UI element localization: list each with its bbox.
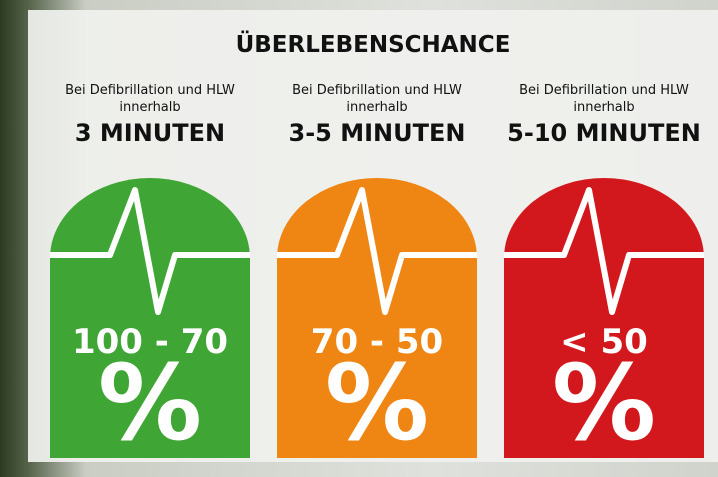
- title: ÜBERLEBENSCHANCE: [28, 32, 718, 58]
- subtitle: Bei Defibrillation und HLW innerhalb: [499, 82, 709, 116]
- unit: %: [277, 348, 477, 458]
- subtitle: Bei Defibrillation und HLW innerhalb: [45, 82, 255, 116]
- unit: %: [50, 348, 250, 458]
- time: 3-5 MINUTEN: [262, 119, 492, 147]
- subtitle: Bei Defibrillation und HLW innerhalb: [272, 82, 482, 116]
- time: 3 MINUTEN: [35, 119, 265, 147]
- unit: %: [504, 348, 704, 458]
- infographic: ÜBERLEBENSCHANCE Bei Defibrillation und …: [0, 0, 718, 477]
- time: 5-10 MINUTEN: [489, 119, 718, 147]
